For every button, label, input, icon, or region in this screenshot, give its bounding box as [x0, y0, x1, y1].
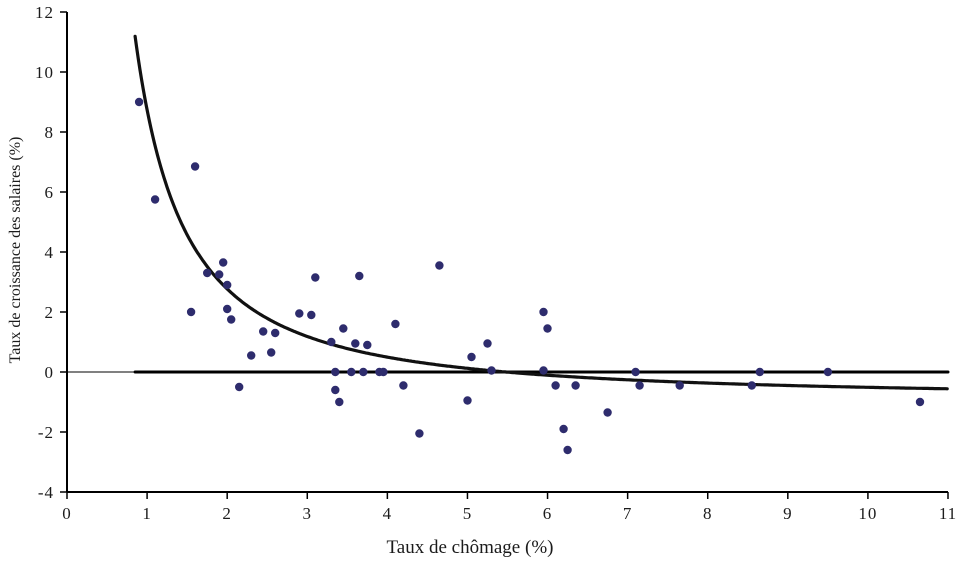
data-point	[483, 339, 492, 348]
data-point	[203, 268, 212, 278]
data-point	[215, 270, 224, 279]
y-tick-label: -2	[38, 423, 54, 442]
data-point	[339, 324, 348, 333]
x-tick-label: 10	[858, 504, 877, 523]
data-point	[295, 309, 304, 318]
data-point	[391, 319, 400, 329]
data-point	[271, 328, 280, 338]
data-point	[379, 367, 388, 377]
data-point	[559, 424, 568, 434]
data-point	[190, 162, 200, 171]
y-tick-label: 4	[45, 243, 55, 262]
x-tick-label: 1	[142, 504, 152, 523]
data-point	[543, 324, 552, 333]
y-tick-label: 2	[45, 303, 55, 322]
y-tick-label: -4	[38, 483, 54, 502]
data-point	[915, 397, 925, 407]
data-point	[331, 367, 340, 377]
data-point	[247, 351, 256, 360]
data-point	[539, 307, 548, 317]
data-point	[551, 381, 560, 390]
data-point	[487, 366, 496, 375]
x-tick-label: 4	[383, 504, 393, 523]
x-tick-label: 0	[62, 504, 72, 523]
y-tick-label: 0	[45, 363, 55, 382]
x-axis-label: Taux de chômage (%)	[386, 537, 554, 558]
data-point	[311, 273, 320, 282]
data-point	[355, 271, 364, 281]
data-point	[563, 445, 572, 455]
x-tick-label: 6	[543, 504, 553, 523]
data-point	[415, 429, 424, 438]
x-tick-label: 9	[783, 504, 793, 523]
x-tick-label: 5	[463, 504, 473, 523]
data-point	[351, 339, 360, 348]
data-point	[307, 310, 316, 320]
fitted-curve	[133, 34, 949, 391]
y-axis-label: Taux de croissance des salaires (%)	[7, 136, 24, 364]
data-point	[603, 408, 612, 417]
y-tick-label: 12	[35, 3, 54, 22]
data-point	[259, 327, 268, 336]
data-point	[150, 195, 160, 204]
data-point	[435, 261, 444, 270]
data-point	[635, 381, 644, 390]
data-point	[223, 304, 232, 314]
data-point	[335, 397, 344, 407]
x-tick-label: 3	[303, 504, 313, 523]
data-point	[631, 367, 640, 377]
y-tick-label: 8	[45, 123, 55, 142]
data-point	[327, 337, 336, 347]
x-tick-label: 2	[222, 504, 232, 523]
data-point	[571, 381, 580, 390]
data-point	[823, 367, 833, 377]
data-point	[675, 381, 684, 390]
x-tick-label: 7	[623, 504, 633, 523]
data-point	[186, 307, 196, 317]
data-point	[463, 396, 472, 405]
data-point	[134, 97, 144, 107]
data-point	[539, 366, 548, 375]
y-tick-label: 6	[45, 183, 55, 202]
data-point	[347, 367, 356, 377]
data-point	[227, 315, 236, 324]
data-point	[331, 385, 340, 395]
data-point	[755, 367, 764, 377]
x-tick-label: 11	[939, 504, 957, 523]
data-point	[747, 381, 756, 390]
data-point	[363, 340, 372, 350]
y-tick-label: 10	[35, 63, 54, 82]
data-point	[359, 367, 368, 377]
data-point	[219, 258, 228, 267]
data-point	[235, 382, 244, 392]
data-point	[467, 352, 476, 362]
data-point	[399, 381, 408, 390]
data-point	[223, 280, 232, 290]
data-point	[267, 348, 276, 357]
x-tick-label: 8	[703, 504, 713, 523]
